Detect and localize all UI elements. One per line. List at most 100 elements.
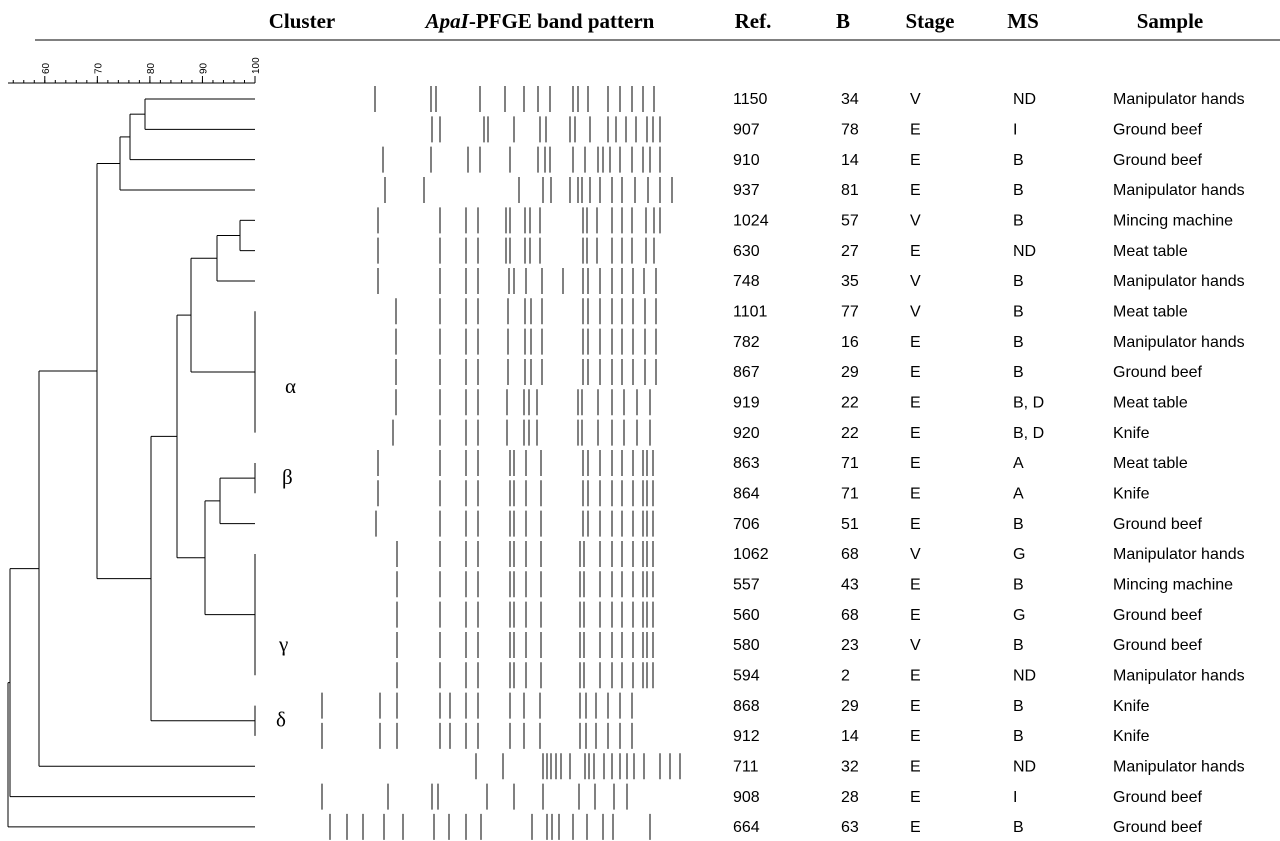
cell-ref: 910 xyxy=(733,152,760,169)
cell-ms: B xyxy=(1013,304,1024,321)
cell-b: 28 xyxy=(841,789,859,806)
cell-b: 27 xyxy=(841,243,859,260)
cell-b: 14 xyxy=(841,152,859,169)
cell-b: 68 xyxy=(841,546,859,563)
cell-sample: Ground beef xyxy=(1113,819,1203,836)
cell-ref: 912 xyxy=(733,728,760,745)
cell-sample: Ground beef xyxy=(1113,516,1203,533)
cell-b: 81 xyxy=(841,182,859,199)
cell-sample: Manipulator hands xyxy=(1113,667,1245,684)
cell-b: 29 xyxy=(841,364,859,381)
cell-stage: E xyxy=(910,152,921,169)
cell-sample: Knife xyxy=(1113,728,1150,745)
cell-sample: Manipulator hands xyxy=(1113,91,1245,108)
header-ms: MS xyxy=(1007,9,1039,33)
cell-sample: Manipulator hands xyxy=(1113,273,1245,290)
cell-stage: E xyxy=(910,607,921,624)
cell-ms: B xyxy=(1013,728,1024,745)
cell-stage: E xyxy=(910,122,921,139)
cell-stage: E xyxy=(910,364,921,381)
cell-ms: I xyxy=(1013,789,1017,806)
cell-b: 16 xyxy=(841,334,859,351)
cell-ref: 907 xyxy=(733,122,760,139)
cell-ref: 706 xyxy=(733,516,760,533)
cell-stage: E xyxy=(910,728,921,745)
cell-b: 63 xyxy=(841,819,859,836)
cell-ref: 1101 xyxy=(733,304,768,321)
cell-b: 34 xyxy=(841,91,859,108)
cell-b: 14 xyxy=(841,728,859,745)
cell-stage: E xyxy=(910,789,921,806)
cell-stage: E xyxy=(910,395,921,412)
cell-b: 51 xyxy=(841,516,859,533)
cell-ref: 908 xyxy=(733,789,760,806)
cell-ms: B xyxy=(1013,698,1024,715)
cell-sample: Manipulator hands xyxy=(1113,334,1245,351)
cell-sample: Knife xyxy=(1113,425,1150,442)
cell-ref: 748 xyxy=(733,273,760,290)
scale-tick-label: 60 xyxy=(41,62,52,74)
header-band: ApaI-PFGE band pattern xyxy=(424,9,655,33)
cell-ref: 560 xyxy=(733,607,760,624)
cell-stage: E xyxy=(910,698,921,715)
cell-sample: Meat table xyxy=(1113,243,1188,260)
cell-stage: E xyxy=(910,516,921,533)
cell-sample: Mincing machine xyxy=(1113,213,1233,230)
cell-stage: E xyxy=(910,425,921,442)
cell-sample: Ground beef xyxy=(1113,152,1203,169)
cell-ref: 580 xyxy=(733,637,760,654)
cell-b: 22 xyxy=(841,425,859,442)
cell-ms: I xyxy=(1013,122,1017,139)
cell-sample: Meat table xyxy=(1113,455,1188,472)
cluster-label: β xyxy=(282,465,293,489)
cell-stage: V xyxy=(910,273,921,290)
cell-stage: E xyxy=(910,182,921,199)
cell-sample: Ground beef xyxy=(1113,637,1203,654)
cell-b: 71 xyxy=(841,486,859,503)
cell-sample: Meat table xyxy=(1113,304,1188,321)
cell-sample: Meat table xyxy=(1113,395,1188,412)
cell-ref: 868 xyxy=(733,698,760,715)
cell-b: 43 xyxy=(841,576,859,593)
cell-sample: Mincing machine xyxy=(1113,576,1233,593)
scale-tick-label: 70 xyxy=(93,62,104,74)
cell-stage: V xyxy=(910,546,921,563)
cell-ms: B xyxy=(1013,182,1024,199)
cell-sample: Manipulator hands xyxy=(1113,182,1245,199)
cell-ms: ND xyxy=(1013,758,1036,775)
cell-sample: Manipulator hands xyxy=(1113,758,1245,775)
cell-stage: E xyxy=(910,576,921,593)
cell-ms: B xyxy=(1013,334,1024,351)
cell-ref: 630 xyxy=(733,243,760,260)
cell-sample: Ground beef xyxy=(1113,122,1203,139)
cell-stage: V xyxy=(910,213,921,230)
cell-stage: V xyxy=(910,91,921,108)
cell-sample: Ground beef xyxy=(1113,364,1203,381)
header-sample: Sample xyxy=(1137,9,1204,33)
cell-ms: ND xyxy=(1013,91,1036,108)
cell-ms: B xyxy=(1013,152,1024,169)
cell-ref: 867 xyxy=(733,364,760,381)
cell-sample: Manipulator hands xyxy=(1113,546,1245,563)
cell-b: 23 xyxy=(841,637,859,654)
cell-ref: 920 xyxy=(733,425,760,442)
cell-ms: B xyxy=(1013,637,1024,654)
cell-stage: E xyxy=(910,334,921,351)
cluster-label: α xyxy=(285,374,296,398)
cell-ms: ND xyxy=(1013,243,1036,260)
cell-ms: G xyxy=(1013,607,1025,624)
cell-ms: B xyxy=(1013,364,1024,381)
cell-b: 35 xyxy=(841,273,859,290)
cell-ms: B xyxy=(1013,273,1024,290)
cell-b: 32 xyxy=(841,758,859,775)
cell-ref: 664 xyxy=(733,819,760,836)
header-cluster: Cluster xyxy=(269,9,336,33)
cell-b: 2 xyxy=(841,667,850,684)
cell-ms: B xyxy=(1013,819,1024,836)
cell-b: 29 xyxy=(841,698,859,715)
cell-ms: B xyxy=(1013,516,1024,533)
cell-stage: E xyxy=(910,243,921,260)
cell-b: 77 xyxy=(841,304,859,321)
cell-ref: 863 xyxy=(733,455,760,472)
cell-sample: Ground beef xyxy=(1113,789,1203,806)
